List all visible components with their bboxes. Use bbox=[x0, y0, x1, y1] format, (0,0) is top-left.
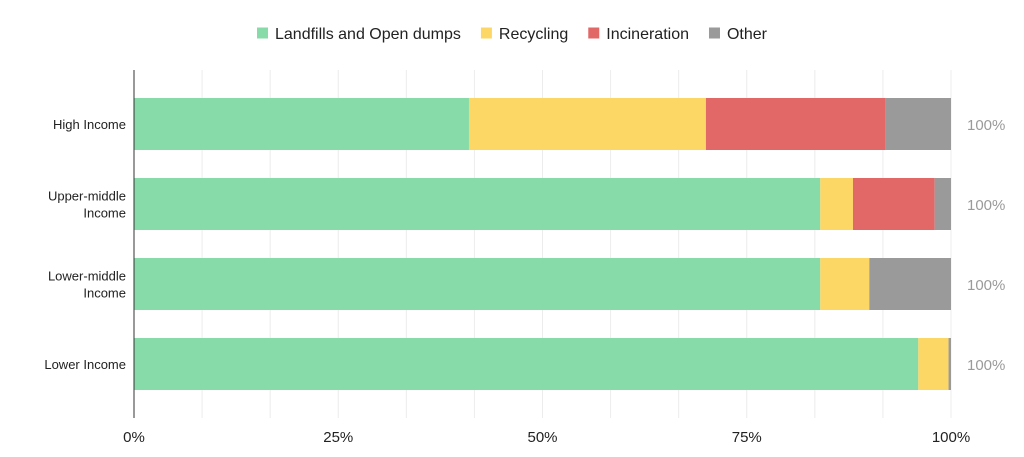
category-label: High Income bbox=[53, 117, 126, 132]
x-tick-label: 0% bbox=[123, 429, 145, 446]
category-label: Income bbox=[83, 206, 126, 221]
bar-lower-middle-income-other bbox=[869, 258, 951, 310]
total-label: 100% bbox=[967, 197, 1005, 214]
category-label: Lower Income bbox=[44, 357, 126, 372]
bar-lower-income-other bbox=[948, 338, 951, 390]
total-label: 100% bbox=[967, 357, 1005, 374]
category-label: Lower-middle bbox=[48, 269, 126, 284]
bars bbox=[134, 98, 951, 390]
category-label: Income bbox=[83, 286, 126, 301]
bar-lower-middle-income-recycling bbox=[820, 258, 870, 310]
bar-upper-middle-income-landfills-and-open-dumps bbox=[134, 178, 821, 230]
legend: Landfills and Open dumps Recycling Inciner… bbox=[257, 26, 768, 43]
x-tick-label: 75% bbox=[732, 429, 762, 446]
legend-item-recycling: Recycling bbox=[480, 26, 568, 43]
bar-lower-income-recycling bbox=[918, 338, 949, 390]
legend-label: Incineration bbox=[606, 26, 689, 43]
category-label: Upper-middle bbox=[48, 189, 126, 204]
legend-swatch bbox=[257, 27, 268, 39]
x-tick-labels: 0% 25% 50% 75% 100% bbox=[123, 429, 970, 446]
legend-label: Other bbox=[727, 26, 768, 43]
bar-high-income-landfills-and-open-dumps bbox=[134, 98, 469, 150]
bar-upper-middle-income-incineration bbox=[852, 178, 935, 230]
bar-upper-middle-income-recycling bbox=[820, 178, 853, 230]
legend-swatch bbox=[588, 27, 600, 39]
bar-lower-middle-income-landfills-and-open-dumps bbox=[134, 258, 821, 310]
x-tick-label: 25% bbox=[323, 429, 353, 446]
legend-item-incineration: Incineration bbox=[588, 26, 689, 43]
bar-high-income-other bbox=[885, 98, 951, 150]
bar-high-income-incineration bbox=[705, 98, 886, 150]
bar-upper-middle-income-other bbox=[934, 178, 951, 230]
x-tick-label: 100% bbox=[932, 429, 970, 446]
bar-lower-income-landfills-and-open-dumps bbox=[134, 338, 919, 390]
legend-swatch bbox=[708, 27, 720, 39]
total-label: 100% bbox=[967, 117, 1005, 134]
category-labels: High Income Upper-middle Income Lower-middl… bbox=[44, 117, 126, 372]
legend-swatch bbox=[480, 27, 492, 39]
legend-item-other: Other bbox=[708, 26, 768, 43]
legend-label: Landfills and Open dumps bbox=[275, 26, 461, 43]
total-labels: 100% 100% 100% 100% bbox=[967, 117, 1005, 374]
bar-high-income-recycling bbox=[468, 98, 706, 150]
legend-label: Recycling bbox=[499, 26, 568, 43]
total-label: 100% bbox=[967, 277, 1005, 294]
x-tick-label: 50% bbox=[527, 429, 557, 446]
legend-item-landfills-and-open-dumps: Landfills and Open dumps bbox=[257, 26, 461, 43]
